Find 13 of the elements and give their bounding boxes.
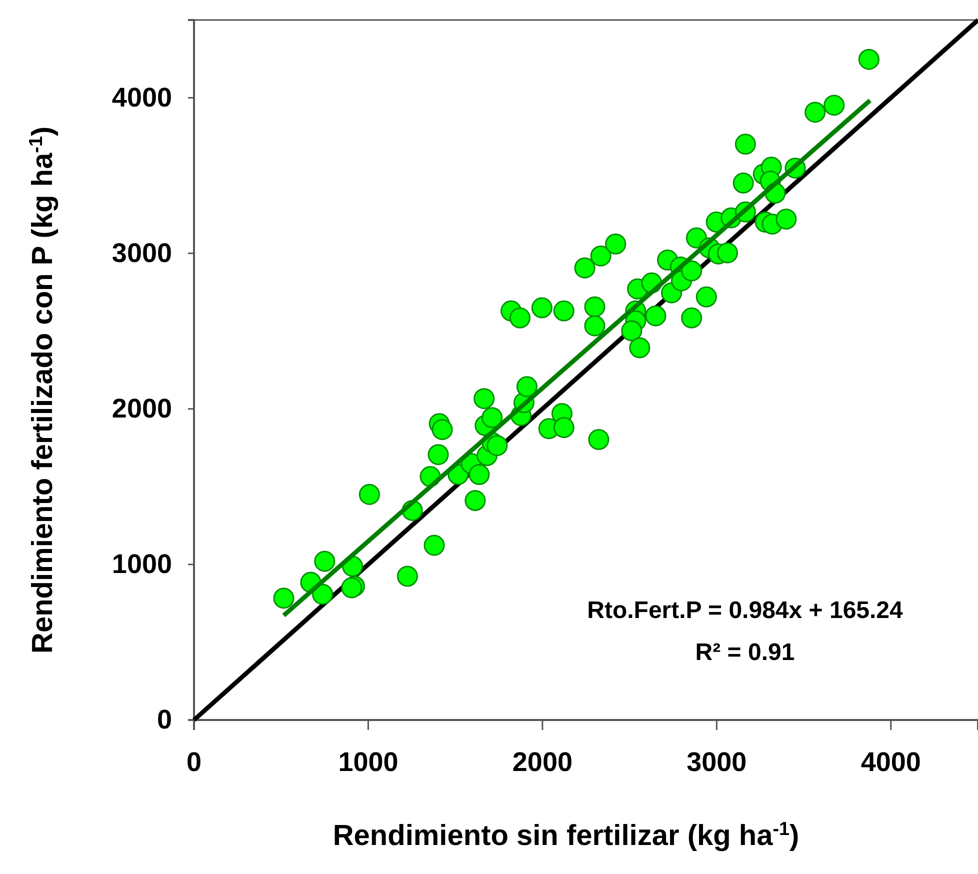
annotation: R² = 0.91	[695, 639, 795, 666]
y-tick-label: 2000	[112, 394, 172, 424]
annotation: Rto.Fert.P = 0.984x + 165.24	[587, 597, 904, 624]
y-tick-label: 3000	[112, 238, 172, 268]
y-tick-label: 1000	[112, 549, 172, 580]
x-axis-title: Rendimiento sin fertilizar (kg ha$^{-1}$)	[332, 818, 800, 852]
x-tick-label: 3000	[686, 747, 747, 778]
x-tick-label: 0	[186, 747, 202, 778]
x-tick-label: 4000	[860, 747, 921, 778]
y-tick-label: 0	[156, 704, 172, 735]
y-tick-label: 4000	[112, 82, 172, 112]
x-tick-label: 1000	[338, 747, 398, 778]
x-tick-label: 2000	[512, 747, 572, 778]
